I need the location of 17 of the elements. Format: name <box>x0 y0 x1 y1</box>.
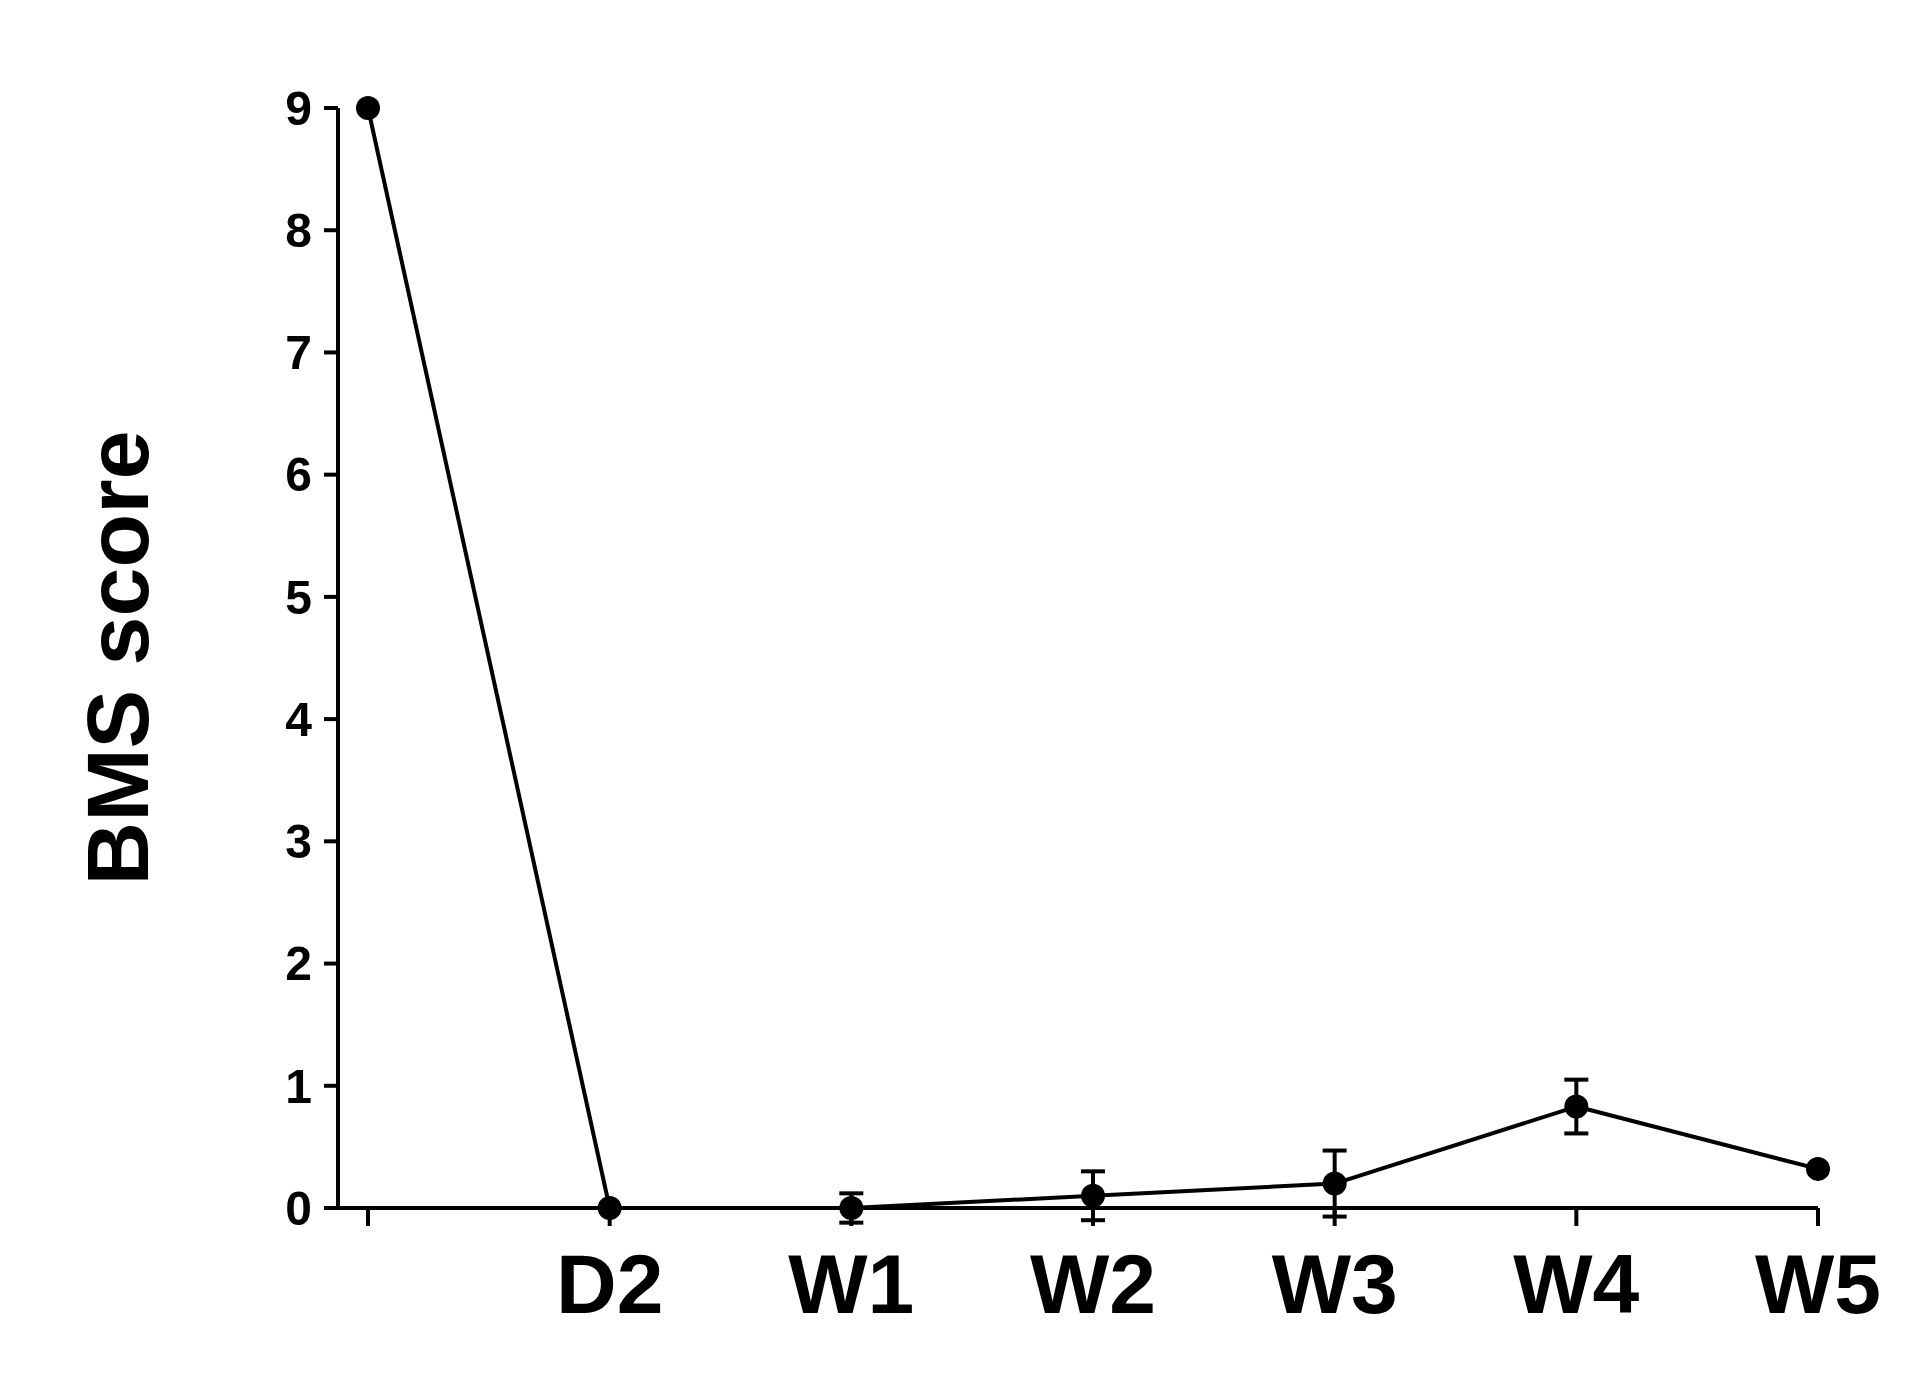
y-tick-label: 4 <box>285 692 313 746</box>
y-tick-label: 3 <box>285 815 312 869</box>
y-tick-label: 2 <box>285 937 312 991</box>
y-tick-label: 1 <box>285 1059 312 1113</box>
y-tick-label: 5 <box>285 570 312 624</box>
y-tick-label: 8 <box>285 204 312 258</box>
x-tick-label: W5 <box>1755 1237 1881 1331</box>
y-tick-label: 0 <box>285 1181 312 1235</box>
y-tick-label: 7 <box>285 326 312 380</box>
x-tick-label: W4 <box>1513 1237 1640 1331</box>
x-tick-label: D2 <box>555 1237 664 1331</box>
y-tick-label: 6 <box>285 448 312 502</box>
x-tick-label: W3 <box>1271 1237 1398 1331</box>
x-tick-label: W1 <box>788 1237 915 1331</box>
y-tick-label: 9 <box>285 81 312 135</box>
y-axis-title: BMS score <box>68 430 167 886</box>
x-tick-label: W2 <box>1030 1237 1156 1331</box>
